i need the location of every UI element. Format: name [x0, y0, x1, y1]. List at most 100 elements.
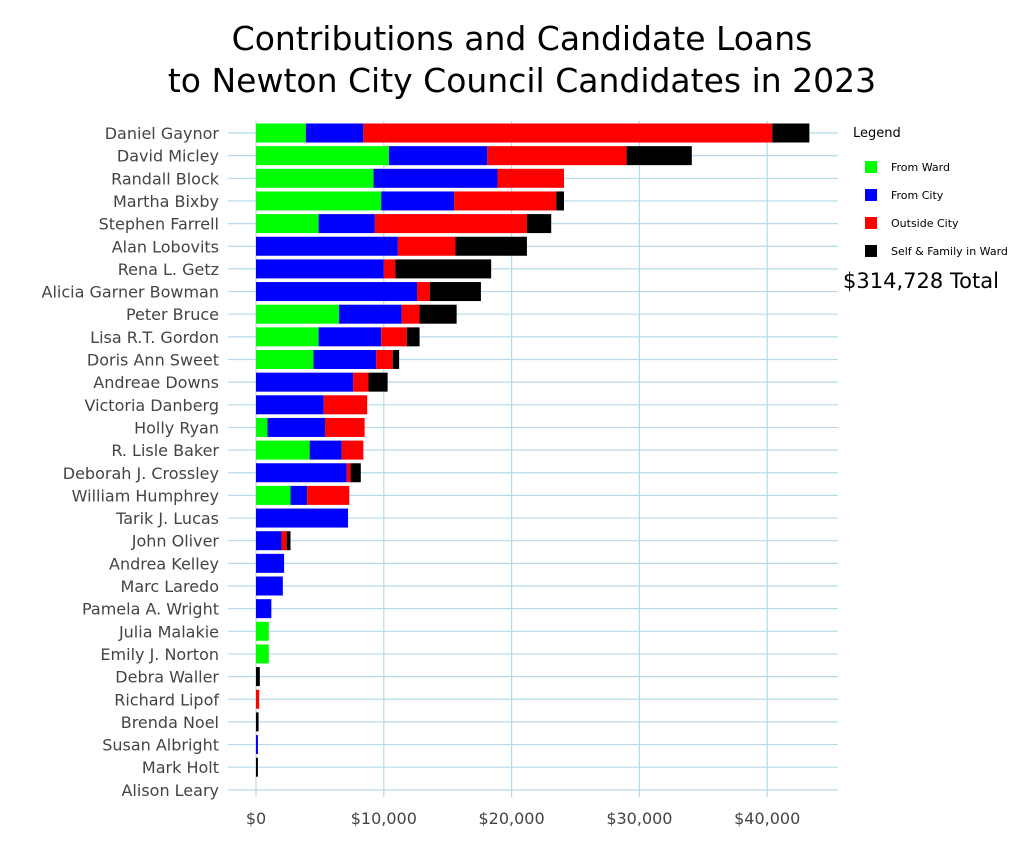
bar-segment-self-family-in-ward [556, 191, 564, 211]
legend-swatch-self-family [865, 245, 877, 257]
legend-swatch-outside-city [865, 217, 877, 229]
category-label: Brenda Noel [121, 713, 219, 732]
bar-segment-from-ward [256, 350, 314, 369]
bar-segment-from-city [339, 304, 402, 324]
bar-segment-from-ward [256, 327, 319, 347]
category-label: Randall Block [111, 169, 220, 188]
bar-segment-from-city [388, 146, 488, 166]
bar-segment-self-family-in-ward [368, 372, 388, 392]
category-label: John Oliver [131, 532, 220, 551]
x-tick-label: $0 [246, 809, 266, 828]
bar-segment-outside-city [256, 689, 260, 709]
bar-segment-from-ward [256, 417, 268, 437]
bar-segment-outside-city [383, 259, 396, 279]
category-label: David Micley [117, 147, 219, 166]
category-label: Daniel Gaynor [105, 124, 220, 143]
legend-label-self-family: Self & Family in Ward [891, 244, 1008, 258]
category-label: Lisa R.T. Gordon [90, 328, 219, 347]
bar-segment-from-ward [256, 621, 269, 641]
category-label: William Humphrey [72, 486, 219, 505]
bar-segment-from-city [318, 327, 382, 347]
legend-label-from-ward: From Ward [891, 160, 950, 174]
bar-segment-outside-city [307, 485, 350, 505]
bar-segment-from-ward [256, 123, 306, 143]
category-label: Rena L. Getz [118, 260, 219, 279]
category-label: Alicia Garner Bowman [42, 283, 220, 302]
bar-segment-from-city [256, 576, 283, 596]
bar-segment-from-ward [256, 214, 319, 234]
bar-segment-from-city [256, 553, 285, 573]
category-label: Stephen Farrell [99, 215, 219, 234]
bar-segment-from-city [305, 123, 364, 143]
bar-segment-self-family-in-ward [772, 123, 810, 143]
category-label: Mark Holt [142, 758, 219, 777]
legend-label-from-city: From City [891, 188, 944, 202]
bar-segment-from-city [318, 214, 375, 234]
bar-segment-self-family-in-ward [256, 757, 258, 777]
category-label: Julia Malakie [118, 622, 219, 641]
bar-segment-from-ward [256, 485, 291, 505]
x-tick-label: $10,000 [351, 809, 417, 828]
bar-segment-self-family-in-ward [350, 463, 361, 483]
bar-segment-from-city [256, 599, 272, 619]
x-tick-label: $20,000 [479, 809, 545, 828]
category-label: Pamela A. Wright [82, 600, 219, 619]
legend-label-outside-city: Outside City [891, 216, 959, 230]
bar-segment-self-family-in-ward [406, 327, 420, 347]
category-label: Holly Ryan [134, 418, 219, 437]
bar-segment-outside-city [376, 350, 393, 369]
bar-segment-outside-city [353, 372, 369, 392]
bar-segment-from-ward [256, 146, 389, 166]
bar-segment-self-family-in-ward [626, 146, 692, 166]
bar-segment-from-city [373, 168, 498, 188]
category-label: Andreae Downs [93, 373, 219, 392]
bar-segment-self-family-in-ward [455, 236, 527, 256]
bar-segment-outside-city [325, 417, 365, 437]
bar-segment-self-family-in-ward [395, 259, 492, 279]
bar-segment-outside-city [374, 214, 527, 234]
bar-segment-outside-city [323, 395, 368, 415]
bar-segment-outside-city [363, 123, 773, 143]
bar-segment-self-family-in-ward [429, 282, 481, 302]
category-label: Marc Laredo [121, 577, 219, 596]
bar-segment-outside-city [454, 191, 557, 211]
bar-segment-from-city [267, 417, 326, 437]
chart-title-line-2: to Newton City Council Candidates in 202… [167, 61, 877, 100]
chart-title: Contributions and Candidate Loans to New… [0, 18, 1024, 102]
bar-segment-outside-city [397, 236, 456, 256]
bar-segment-from-ward [256, 191, 382, 211]
x-tick-label: $40,000 [734, 809, 800, 828]
category-label: Tarik J. Lucas [115, 509, 219, 528]
category-label: Martha Bixby [113, 192, 219, 211]
bar-segment-from-city [256, 282, 418, 302]
category-label: Alan Lobovits [112, 237, 219, 256]
category-label: Deborah J. Crossley [63, 464, 219, 483]
category-label: Debra Waller [115, 668, 219, 687]
bar-segment-from-city [290, 485, 308, 505]
category-label: Peter Bruce [126, 305, 219, 324]
bar-segment-outside-city [381, 327, 407, 347]
bar-segment-from-ward [256, 168, 374, 188]
bar-segment-from-city [256, 259, 384, 279]
bar-segment-from-ward [256, 440, 310, 460]
bar-segment-self-family-in-ward [419, 304, 457, 324]
legend-item-from-city: From City [853, 181, 1023, 209]
bar-segment-from-city [309, 440, 342, 460]
category-label: Emily J. Norton [100, 645, 219, 664]
legend-title: Legend [853, 126, 901, 141]
bar-segment-outside-city [417, 282, 430, 302]
bar-segment-from-city [313, 350, 377, 369]
bar-segment-outside-city [346, 463, 351, 483]
legend-item-outside-city: Outside City [853, 209, 1023, 237]
legend-swatch-from-ward [865, 161, 877, 173]
bar-segment-from-city [256, 531, 282, 551]
category-label: Richard Lipof [114, 690, 219, 709]
bar-segment-from-city [381, 191, 455, 211]
category-label: Doris Ann Sweet [87, 351, 219, 370]
bar-segment-self-family-in-ward [256, 667, 260, 687]
category-label: Susan Albright [102, 736, 219, 755]
category-label: Alison Leary [121, 781, 219, 800]
bar-segment-from-city [256, 463, 347, 483]
bar-segment-from-city [256, 372, 354, 392]
